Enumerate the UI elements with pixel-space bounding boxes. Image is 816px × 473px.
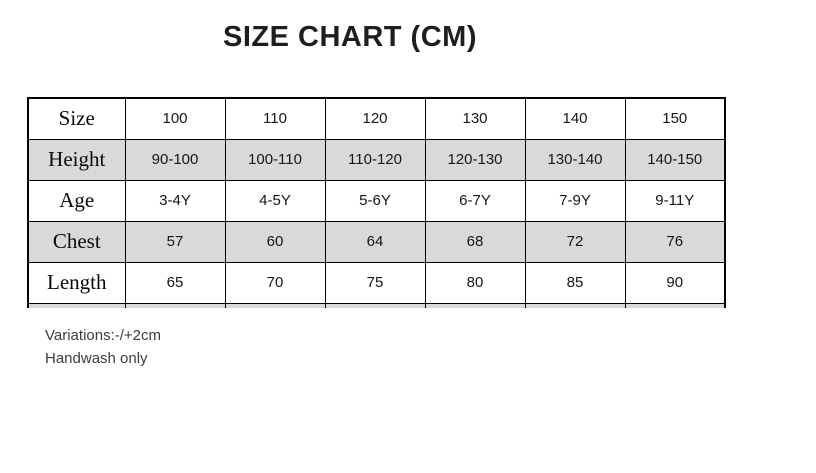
table-cell: 120: [324, 97, 426, 140]
row-label-age: Age: [27, 179, 126, 222]
table-cell: 110-120: [324, 138, 426, 181]
table-cell-partial: [424, 302, 526, 308]
size-chart-page: SIZE CHART (CM) Size 100 110 120 130 140…: [0, 21, 816, 370]
row-label-size: Size: [27, 97, 126, 140]
row-label-chest: Chest: [27, 220, 126, 263]
note-variations: Variations:-/+2cm: [45, 327, 162, 344]
table-cell: 5-6Y: [324, 179, 426, 222]
table-cell-partial: [524, 302, 626, 308]
table-cell: 70: [224, 261, 326, 304]
table-cell: 65: [124, 261, 226, 304]
table-cell: 9-11Y: [624, 179, 726, 222]
table-cell: 90-100: [124, 138, 226, 181]
table-cell: 140-150: [624, 138, 726, 181]
page-title: SIZE CHART (CM): [223, 21, 477, 53]
table-row-length: Length 65 70 75 80 85 90: [27, 261, 726, 304]
note-handwash: Handwash only: [45, 350, 148, 367]
size-chart-table: Size 100 110 120 130 140 150 Height 90-1…: [27, 97, 726, 308]
table-cell-partial: [27, 302, 126, 308]
table-cell: 100: [124, 97, 226, 140]
table-cell: 76: [624, 220, 726, 263]
table-cell: 130-140: [524, 138, 626, 181]
table-cell: 150: [624, 97, 726, 140]
table-cell: 85: [524, 261, 626, 304]
table-cell-partial: [324, 302, 426, 308]
table-cell: 60: [224, 220, 326, 263]
row-label-length: Length: [27, 261, 126, 304]
table-cell: 100-110: [224, 138, 326, 181]
table-cell: 3-4Y: [124, 179, 226, 222]
table-cell: 72: [524, 220, 626, 263]
table-cell: 75: [324, 261, 426, 304]
table-cell: 57: [124, 220, 226, 263]
footer-notes: Variations:-/+2cm Handwash only: [45, 324, 816, 370]
table-cell: 4-5Y: [224, 179, 326, 222]
table-cell: 140: [524, 97, 626, 140]
table-row-size: Size 100 110 120 130 140 150: [27, 97, 726, 140]
table-cell: 130: [424, 97, 526, 140]
table-row-age: Age 3-4Y 4-5Y 5-6Y 6-7Y 7-9Y 9-11Y: [27, 179, 726, 222]
table-row-chest: Chest 57 60 64 68 72 76: [27, 220, 726, 263]
table-cell: 64: [324, 220, 426, 263]
table-cell: 68: [424, 220, 526, 263]
table-cell-partial: [224, 302, 326, 308]
table-cell: 90: [624, 261, 726, 304]
table-cell: 80: [424, 261, 526, 304]
row-label-height: Height: [27, 138, 126, 181]
table-cell: 6-7Y: [424, 179, 526, 222]
table-cell: 120-130: [424, 138, 526, 181]
table-cell: 7-9Y: [524, 179, 626, 222]
table-cell-partial: [124, 302, 226, 308]
table-cell-partial: [624, 302, 726, 308]
table-row-height: Height 90-100 100-110 110-120 120-130 13…: [27, 138, 726, 181]
table-cell: 110: [224, 97, 326, 140]
table-row-partial-cutoff: [27, 302, 726, 308]
